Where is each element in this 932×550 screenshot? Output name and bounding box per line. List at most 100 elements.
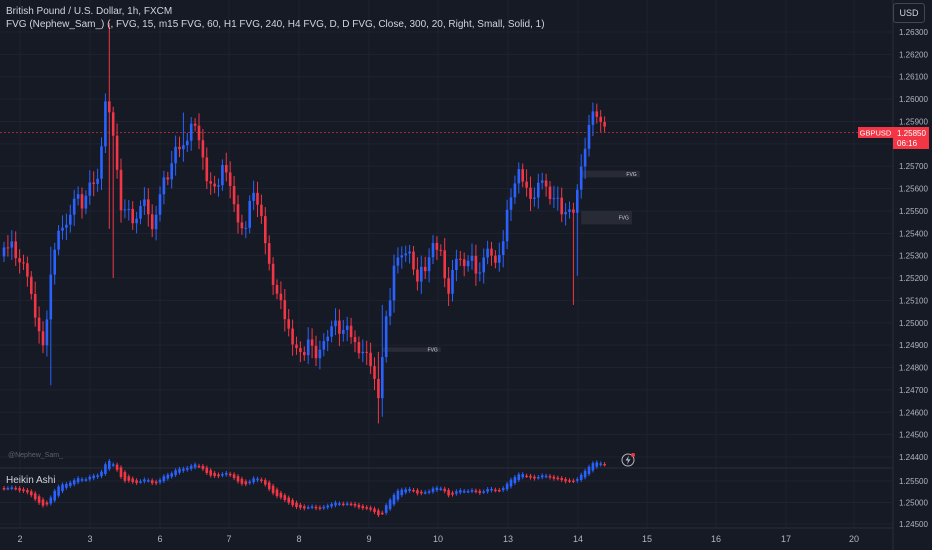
candle-body [494,255,497,263]
candle-body [591,111,595,125]
ha-body [92,475,95,479]
ha-body [552,476,556,479]
ha-body [96,475,99,477]
ha-body [334,502,337,506]
ha-body [225,472,228,475]
ha-body [342,503,345,506]
candle-body [439,249,443,251]
ha-body [49,497,53,504]
ha-body [45,502,49,505]
candle-body [459,258,462,260]
ha-body [303,506,306,509]
candle-body [537,182,540,198]
candle-body [579,166,583,190]
ha-body [455,491,458,494]
price-tick-label: 1.26200 [899,50,928,59]
candle-body [392,265,396,301]
candle-body [443,250,446,279]
candle-body [431,242,435,258]
ha-price-tick-label: 1.25000 [899,499,928,508]
candle-body [147,199,150,215]
candle-body [131,208,134,224]
ha-body [193,464,197,468]
candle-body [127,208,131,210]
candle-body [260,204,263,217]
candle-body [595,111,599,117]
indicator-legend[interactable]: FVG (Nephew_Sam_) (, FVG, 15, m15 FVG, 6… [6,19,545,30]
ha-body [279,492,283,498]
candle-body [248,200,251,228]
main-candles [2,23,606,424]
ha-body [412,489,415,492]
candle-body [84,195,88,209]
time-tick-label: 17 [781,534,791,544]
currency-button[interactable]: USD [893,3,925,23]
candle-body [540,180,544,183]
ha-body [80,479,84,481]
ha-body [459,490,462,493]
ha-body [388,499,392,510]
candle-body [123,209,127,211]
price-tick-label: 1.26000 [899,95,928,104]
candle-body [587,124,591,149]
candle-body [256,192,259,205]
candle-body [509,197,513,210]
candle-body [115,135,119,170]
candle-body [525,181,528,188]
candle-body [72,198,76,215]
ha-body [182,468,185,471]
ha-body [439,488,443,491]
price-tag-symbol: GBPUSD [860,129,892,138]
lightning-circle-icon[interactable] [621,453,635,467]
ha-body [30,491,33,496]
candle-body [236,204,240,223]
ha-body [427,491,431,493]
candle-body [369,352,372,367]
candle-body [41,331,45,346]
ha-body [53,490,56,501]
candle-body [193,123,197,126]
heikin-ashi-title[interactable]: Heikin Ashi [6,475,56,486]
candle-body [213,183,216,187]
fvg-box [382,347,441,352]
candle-body [244,227,248,229]
candle-body [174,146,177,164]
candle-body [162,177,166,195]
candle-body [576,189,579,213]
ha-body [568,480,571,482]
ha-body [318,507,322,509]
ha-body [560,478,563,481]
candle-body [466,260,470,267]
candle-body [264,216,267,244]
candle-body [478,272,482,274]
candle-body [189,123,193,141]
candle-body [334,320,337,327]
price-tick-label: 1.24900 [899,341,928,350]
candle-body [197,125,201,141]
candle-body [283,300,287,320]
ha-body [537,477,540,479]
candle-body [205,157,209,182]
ha-body [197,465,201,468]
ha-body [256,478,259,481]
ha-body [14,487,17,490]
ha-body [271,485,275,494]
candle-body [45,319,49,346]
candle-body [57,230,60,250]
ha-body [127,476,131,481]
candle-body [287,319,290,329]
ha-body [26,490,29,493]
candle-body [166,177,170,180]
ha-body [174,470,177,476]
ha-body [540,475,544,478]
time-tick-label: 2 [17,534,22,544]
candle-body [182,145,185,150]
ha-body [162,476,166,482]
ha-body [322,506,326,509]
price-tick-label: 1.25400 [899,229,928,238]
price-tick-label: 1.24500 [899,431,928,440]
candle-body [548,186,552,200]
candle-body [10,241,14,248]
candle-body [303,352,306,356]
